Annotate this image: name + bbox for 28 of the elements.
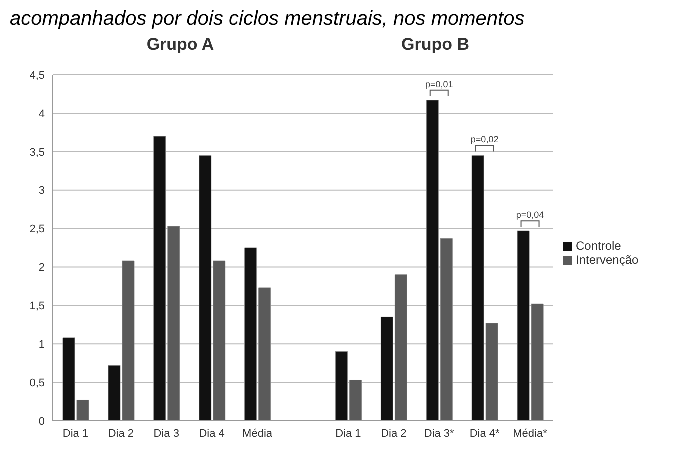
x-tick-label: Dia 1	[336, 428, 362, 440]
annotation: p=0,04	[516, 210, 544, 220]
y-tick-label: 1,5	[30, 300, 45, 313]
y-tick-label: 2	[38, 262, 45, 274]
y-tick-label: 4,5	[30, 70, 45, 82]
x-tick-label: Dia 4	[199, 428, 225, 440]
x-tick-label: Dia 2	[381, 428, 407, 440]
annotation: p=0,02	[470, 134, 499, 145]
y-tick-label: 2,5	[30, 224, 45, 236]
y-tick-label: 3	[38, 185, 45, 198]
x-tick-label: Dia 1	[62, 428, 89, 440]
y-tick-label: 0	[38, 416, 45, 428]
y-tick-label: 1	[38, 339, 45, 352]
legend-label: Intervenção	[576, 252, 639, 266]
chart-title: acompanhados por dois ciclos menstruais, nos momentos	[9, 8, 526, 32]
x-tick-label: Média*	[513, 428, 548, 440]
x-tick-label: Dia 3	[154, 428, 180, 440]
annotation: p=0,01	[425, 79, 454, 90]
y-tick-label: 0,5	[30, 377, 45, 390]
x-tick-label: Dia 3*	[424, 428, 456, 440]
text: Grupo A	[146, 35, 216, 55]
x-tick-label: Dia 4*	[470, 428, 501, 440]
x-tick-label: Média	[242, 428, 274, 440]
legend-label: Controle	[576, 238, 622, 252]
x-tick-label: Dia 2	[108, 428, 134, 440]
y-tick-label: 3,5	[30, 146, 45, 159]
y-tick-label: 4	[38, 108, 45, 120]
text: Grupo B	[400, 35, 470, 55]
